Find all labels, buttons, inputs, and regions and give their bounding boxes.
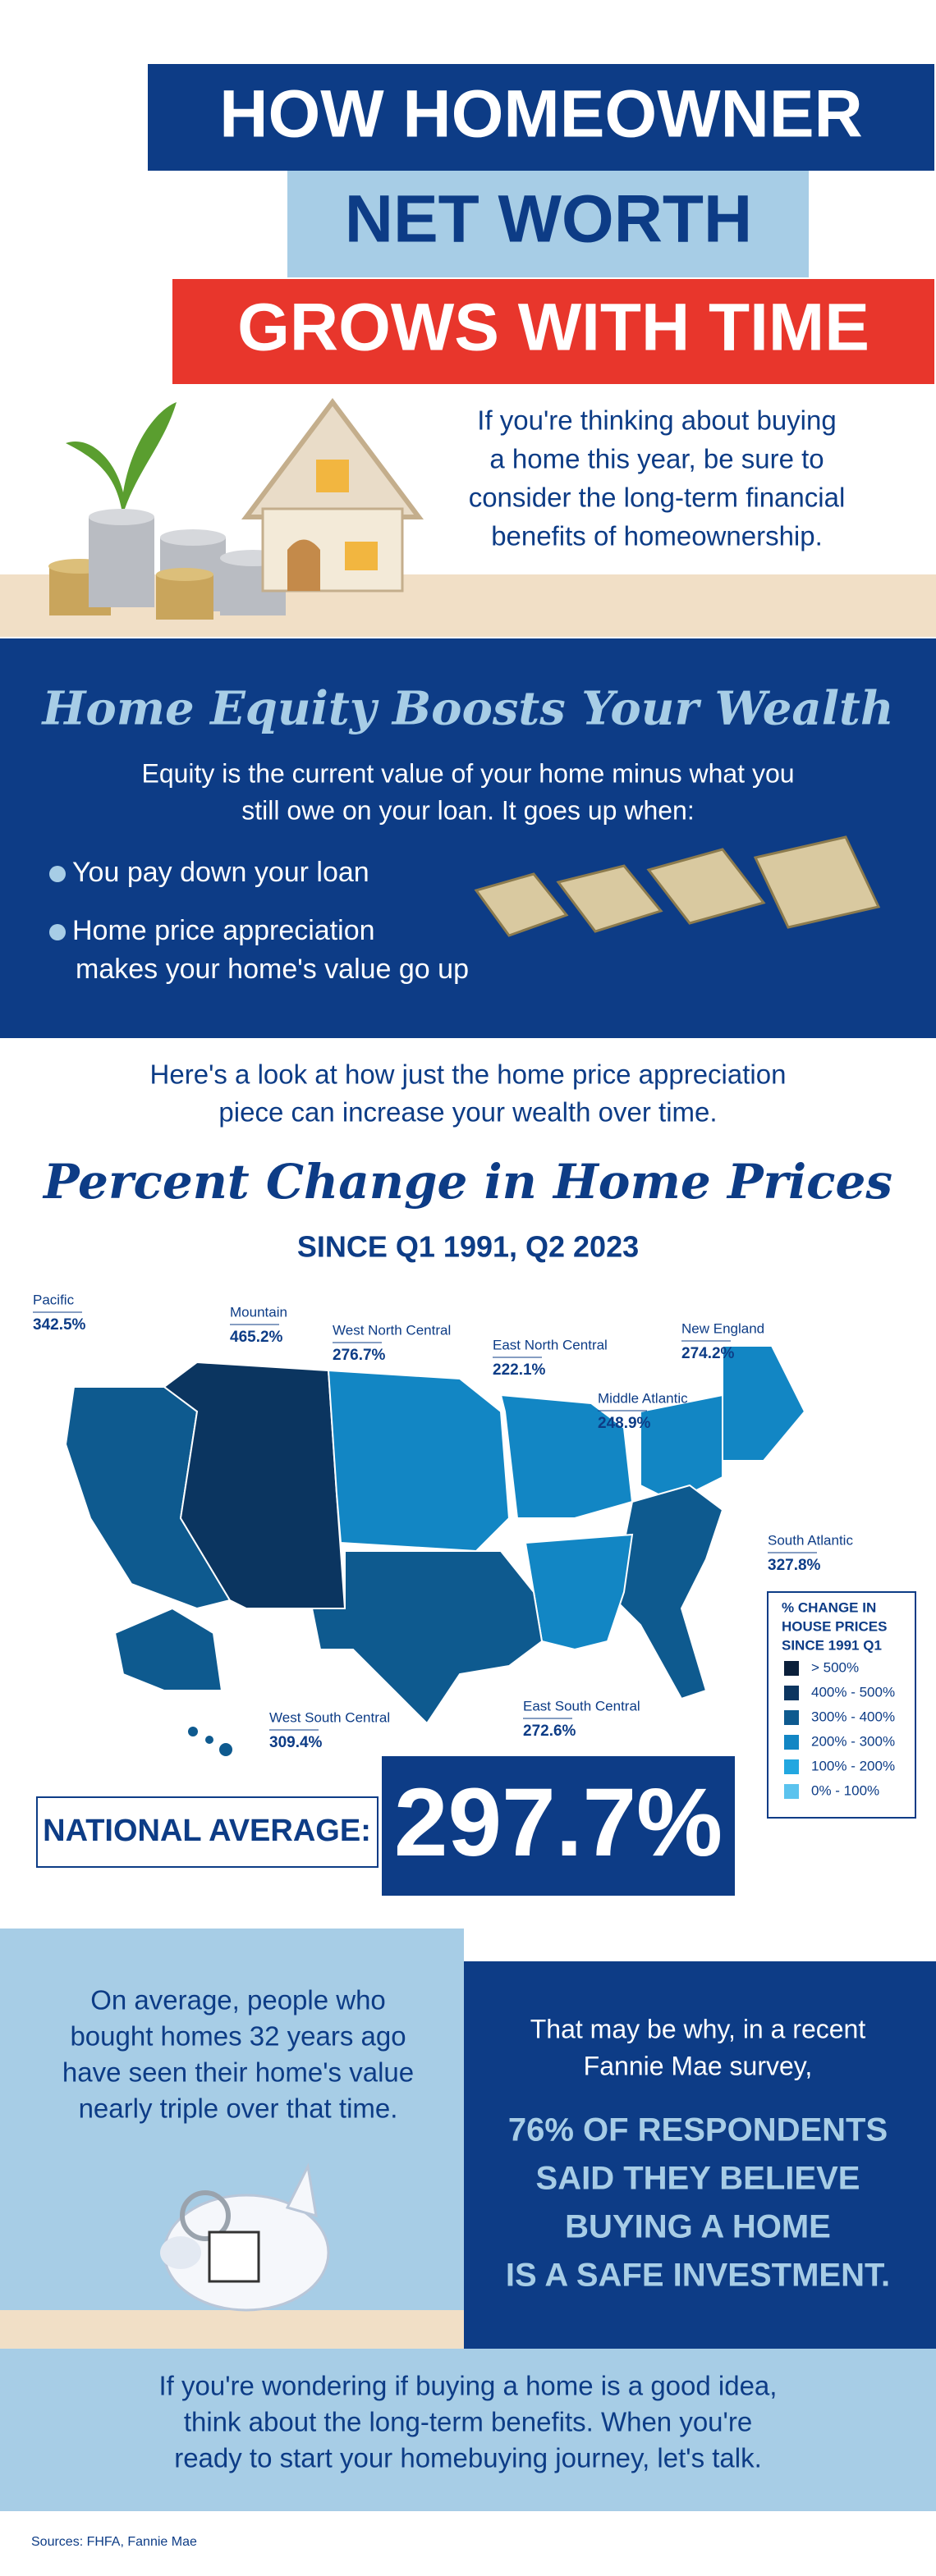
intro-text: If you're thinking about buying <box>477 405 836 436</box>
equity-text: Equity is the current value of your home… <box>141 758 794 788</box>
equity-text: still owe on your loan. It goes up when: <box>241 795 694 825</box>
legend-item: 200% - 300% <box>811 1733 895 1749</box>
floor <box>0 2310 464 2349</box>
coins-illustration <box>48 402 286 620</box>
bullet-text: You pay down your loan <box>72 857 369 888</box>
region-shape <box>188 1727 198 1736</box>
legend-swatch <box>784 1735 799 1750</box>
region-shape <box>113 1607 223 1691</box>
emphasis-text: 76% OF RESPONDENTS <box>508 2112 888 2148</box>
title-line: HOW HOMEOWNER <box>219 77 862 152</box>
map-title: Percent Change in Home Prices <box>42 1154 892 1210</box>
legend-item: 400% - 500% <box>811 1684 895 1700</box>
sources: Sources: FHFA, Fannie Mae <box>31 2535 197 2549</box>
title-line: NET WORTH <box>345 182 752 257</box>
region-name: Mountain <box>230 1304 287 1320</box>
emphasis-text: IS A SAFE INVESTMENT. <box>506 2258 890 2294</box>
region-value: 276.7% <box>333 1347 386 1364</box>
legend-swatch <box>784 1710 799 1725</box>
legend-swatch <box>784 1759 799 1774</box>
legend-item: > 500% <box>811 1659 859 1675</box>
piggy-bank <box>160 2162 330 2312</box>
legend-item: 300% - 400% <box>811 1709 895 1724</box>
region-value: 342.5% <box>33 1316 86 1334</box>
region-shape <box>499 1393 634 1519</box>
region-name: East South Central <box>523 1698 640 1714</box>
emphasis-text: BUYING A HOME <box>565 2209 831 2245</box>
region-name: East North Central <box>493 1337 608 1352</box>
region-value: 274.2% <box>681 1345 735 1362</box>
region-name: West South Central <box>269 1709 390 1725</box>
legend-swatch <box>784 1784 799 1799</box>
house-illustration <box>241 398 424 593</box>
legend-swatch <box>784 1661 799 1676</box>
intro-text: consider the long-term financial <box>469 483 846 513</box>
bullet-text: Home price appreciation <box>72 915 375 946</box>
left-text: have seen their home's value <box>62 2057 414 2088</box>
left-text: nearly triple over that time. <box>79 2093 398 2124</box>
region-value: 222.1% <box>493 1361 546 1379</box>
national-average-value-box <box>382 1756 735 1896</box>
region-name: Middle Atlantic <box>598 1390 688 1406</box>
region-name: West North Central <box>333 1322 451 1338</box>
left-text: On average, people who <box>90 1985 386 2016</box>
region-shape <box>205 1736 213 1744</box>
region-value: 327.8% <box>768 1557 821 1574</box>
national-average-value: 297.7% <box>394 1768 723 1877</box>
legend-title: % CHANGE IN <box>782 1599 876 1615</box>
title-line: GROWS WITH TIME <box>237 291 869 365</box>
legend-title: HOUSE PRICES <box>782 1618 887 1634</box>
region-value: 465.2% <box>230 1329 283 1346</box>
closing-text: think about the long-term benefits. When… <box>184 2407 752 2437</box>
us-map <box>64 1345 806 1756</box>
closing-text: If you're wondering if buying a home is … <box>159 2371 778 2401</box>
closing-band <box>0 2349 936 2511</box>
region-name: Pacific <box>33 1292 75 1307</box>
emphasis-text: SAID THEY BELIEVE <box>536 2161 860 2197</box>
legend-item: 0% - 100% <box>811 1782 879 1798</box>
title-box <box>172 279 934 384</box>
right-text: That may be why, in a recent <box>530 2014 866 2043</box>
region-name: South Atlantic <box>768 1532 853 1548</box>
money-stacks <box>474 835 881 937</box>
bullet-text: makes your home's value go up <box>76 954 469 985</box>
region-value: 309.4% <box>269 1734 323 1751</box>
national-average-box <box>36 1796 379 1868</box>
right-text: Fannie Mae survey, <box>584 2051 813 2080</box>
appreciation-intro: piece can increase your wealth over time… <box>218 1097 717 1128</box>
intro-text: benefits of homeownership. <box>491 521 823 551</box>
legend-box <box>767 1591 916 1819</box>
intro-text: a home this year, be sure to <box>489 444 824 474</box>
map-subtitle: SINCE Q1 1991, Q2 2023 <box>297 1230 639 1264</box>
right-panel <box>464 1961 936 2349</box>
closing-text: ready to start your homebuying journey, … <box>174 2443 762 2473</box>
region-name: New England <box>681 1320 764 1336</box>
region-shape <box>640 1393 723 1503</box>
region-value: 272.6% <box>523 1723 576 1740</box>
region-shape <box>327 1369 511 1553</box>
section-heading: Home Equity Boosts Your Wealth <box>40 682 893 736</box>
appreciation-intro: Here's a look at how just the home price… <box>150 1059 787 1090</box>
title-box <box>148 64 934 171</box>
left-text: bought homes 32 years ago <box>70 2021 406 2052</box>
region-shape <box>219 1743 232 1756</box>
region-shape <box>524 1533 634 1651</box>
region-value: 248.9% <box>598 1415 651 1432</box>
region-shape <box>163 1361 346 1609</box>
title-box <box>287 171 809 277</box>
national-average-label: NATIONAL AVERAGE: <box>43 1814 371 1848</box>
bullet-dot <box>49 924 66 940</box>
bullet-dot <box>49 866 66 882</box>
equity-section <box>0 638 936 1038</box>
legend-title: SINCE 1991 Q1 <box>782 1637 882 1653</box>
legend-swatch <box>784 1686 799 1700</box>
legend-item: 100% - 200% <box>811 1758 895 1773</box>
region-shape <box>722 1345 806 1462</box>
region-shape <box>310 1550 544 1725</box>
